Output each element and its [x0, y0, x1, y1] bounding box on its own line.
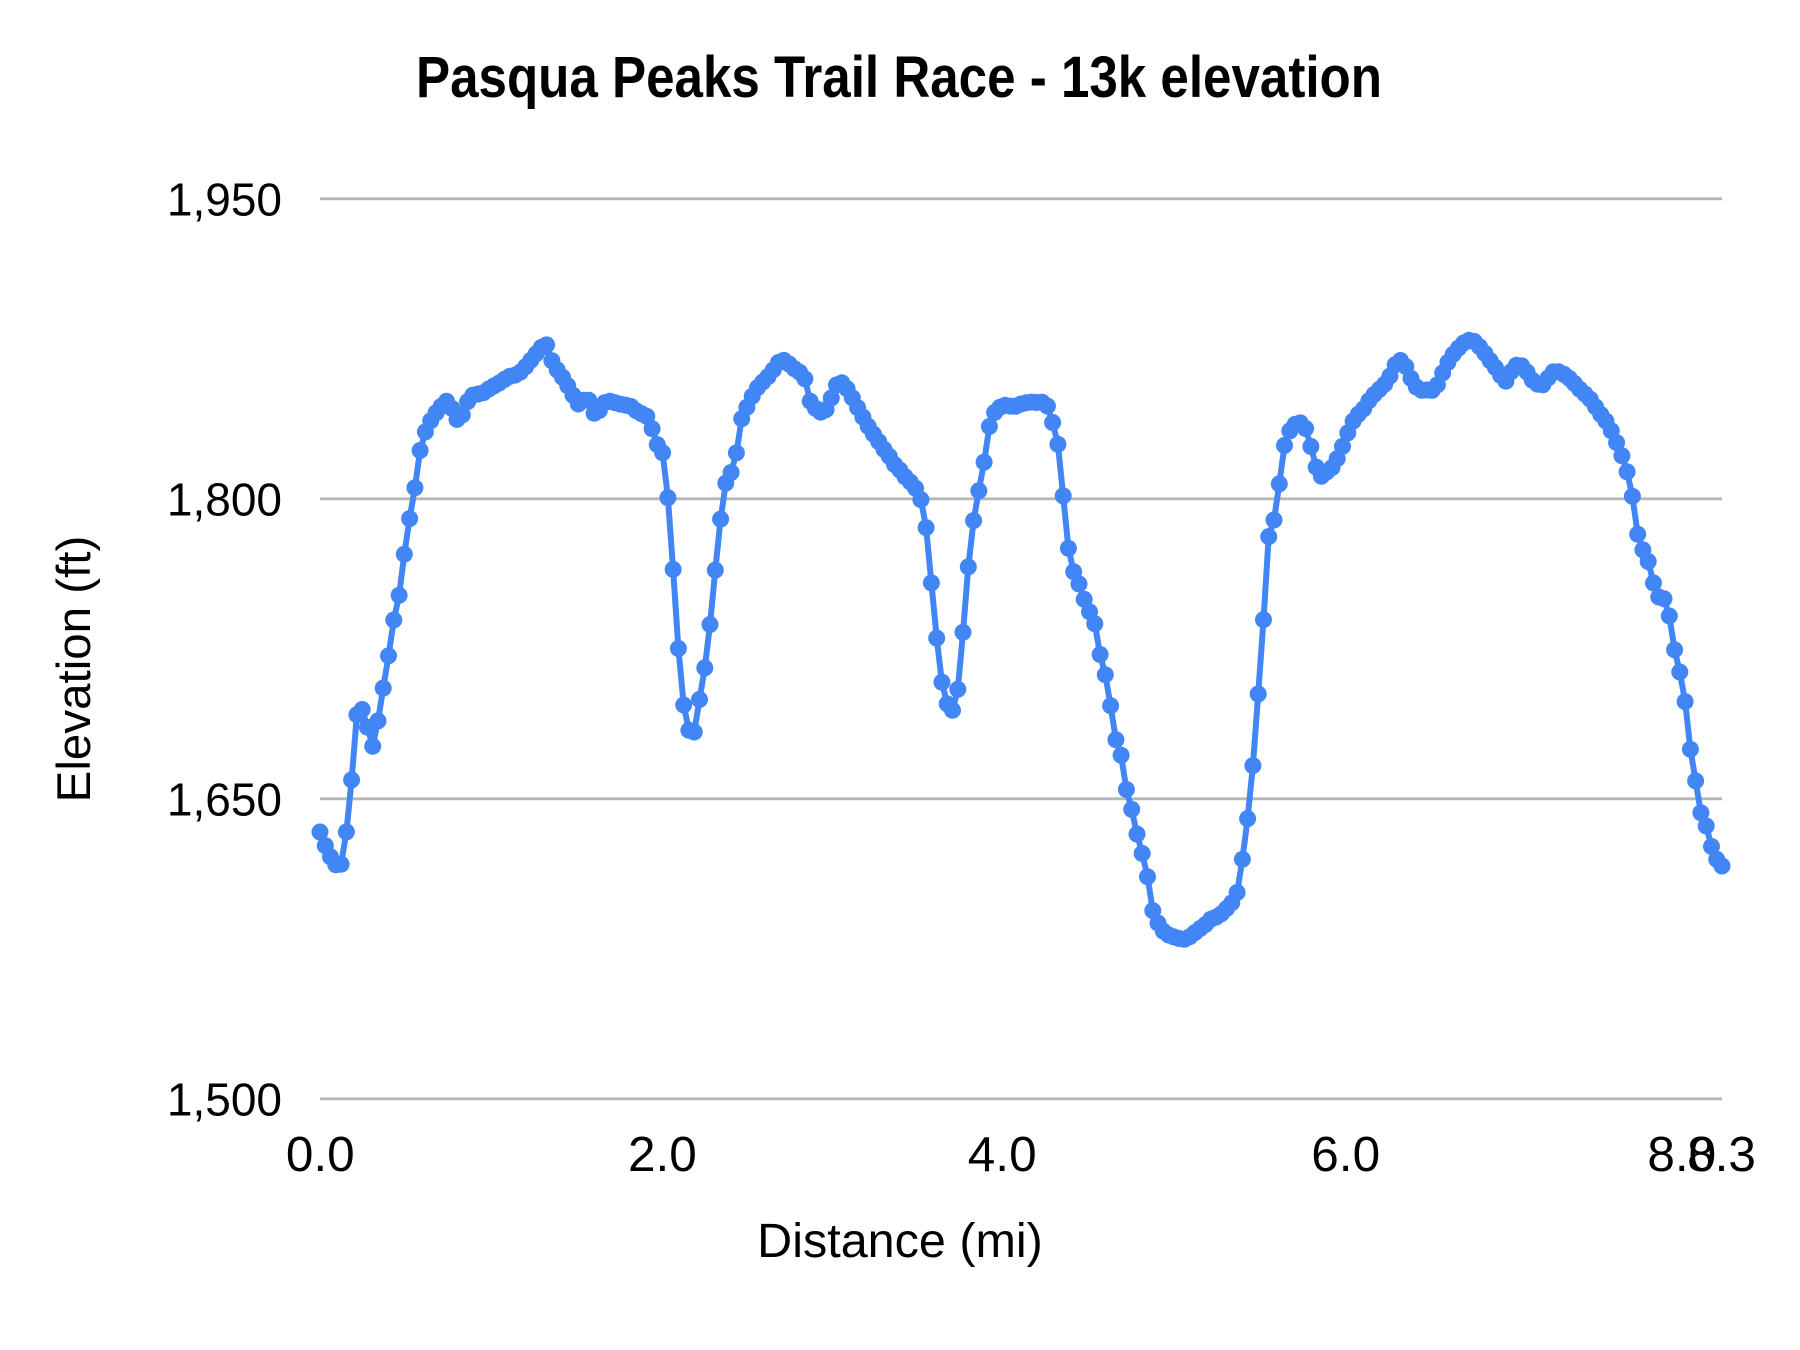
svg-text:6.0: 6.0	[1311, 1127, 1380, 1182]
svg-text:1,950: 1,950	[167, 173, 282, 225]
svg-text:1,650: 1,650	[167, 773, 282, 825]
svg-text:Elevation (ft): Elevation (ft)	[48, 536, 101, 803]
svg-text:4.0: 4.0	[968, 1127, 1037, 1182]
svg-text:Distance (mi): Distance (mi)	[757, 1214, 1043, 1268]
svg-text:1,800: 1,800	[167, 473, 282, 525]
svg-text:8.3: 8.3	[1687, 1127, 1756, 1182]
svg-text:2.0: 2.0	[628, 1127, 697, 1182]
svg-text:1,500: 1,500	[167, 1073, 282, 1125]
svg-text:0.0: 0.0	[286, 1127, 355, 1182]
svg-text:8.0: 8.0	[1647, 1127, 1716, 1182]
svg-text:Pasqua Peaks Trail Race - 13k: Pasqua Peaks Trail Race - 13k elevation	[416, 45, 1382, 110]
